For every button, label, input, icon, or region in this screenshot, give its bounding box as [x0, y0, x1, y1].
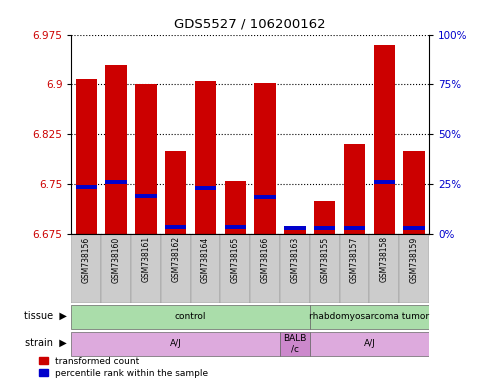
Text: GSM738159: GSM738159 — [410, 236, 419, 283]
Bar — [71, 331, 280, 356]
Text: GDS5527 / 106200162: GDS5527 / 106200162 — [175, 18, 326, 31]
Bar — [310, 331, 429, 356]
Bar — [284, 226, 306, 230]
Text: A/J: A/J — [170, 339, 181, 348]
Bar — [135, 84, 157, 234]
Bar — [310, 234, 340, 303]
Text: rhabdomyosarcoma tumor: rhabdomyosarcoma tumor — [309, 312, 429, 321]
Text: GSM738164: GSM738164 — [201, 236, 210, 283]
Text: GSM738166: GSM738166 — [261, 236, 270, 283]
Text: GSM738158: GSM738158 — [380, 236, 389, 283]
Bar — [369, 234, 399, 303]
Bar — [135, 194, 157, 198]
Bar — [161, 234, 191, 303]
Bar — [344, 226, 365, 230]
Bar — [280, 234, 310, 303]
Bar — [314, 226, 335, 230]
Bar — [71, 305, 310, 329]
Text: GSM738157: GSM738157 — [350, 236, 359, 283]
Bar — [75, 185, 97, 189]
Bar — [106, 65, 127, 234]
Bar — [340, 234, 369, 303]
Text: control: control — [175, 312, 207, 321]
Bar — [374, 180, 395, 184]
Text: strain  ▶: strain ▶ — [25, 337, 67, 348]
Bar — [403, 151, 425, 234]
Text: tissue  ▶: tissue ▶ — [24, 310, 67, 321]
Bar — [71, 234, 101, 303]
Bar — [399, 234, 429, 303]
Bar — [165, 151, 186, 234]
Text: A/J: A/J — [363, 339, 375, 348]
Bar — [280, 331, 310, 356]
Bar — [225, 225, 246, 229]
Bar — [220, 234, 250, 303]
Bar — [195, 81, 216, 234]
Text: GSM738163: GSM738163 — [290, 236, 299, 283]
Bar — [101, 234, 131, 303]
Bar — [284, 228, 306, 234]
Bar — [314, 201, 335, 234]
Bar — [344, 144, 365, 234]
Text: GSM738162: GSM738162 — [171, 236, 180, 283]
Text: GSM738165: GSM738165 — [231, 236, 240, 283]
Bar — [225, 181, 246, 234]
Bar — [165, 225, 186, 229]
Bar — [254, 195, 276, 199]
Bar — [75, 79, 97, 234]
Bar — [250, 234, 280, 303]
Bar — [403, 226, 425, 230]
Bar — [254, 83, 276, 234]
Bar — [310, 305, 429, 329]
Bar — [374, 45, 395, 234]
Text: GSM738160: GSM738160 — [111, 236, 121, 283]
Bar — [131, 234, 161, 303]
Bar — [191, 234, 220, 303]
Text: GSM738155: GSM738155 — [320, 236, 329, 283]
Text: GSM738161: GSM738161 — [141, 236, 150, 283]
Bar — [106, 180, 127, 184]
Bar — [195, 185, 216, 190]
Text: BALB
/c: BALB /c — [283, 334, 307, 353]
Legend: transformed count, percentile rank within the sample: transformed count, percentile rank withi… — [39, 357, 209, 377]
Text: GSM738156: GSM738156 — [82, 236, 91, 283]
